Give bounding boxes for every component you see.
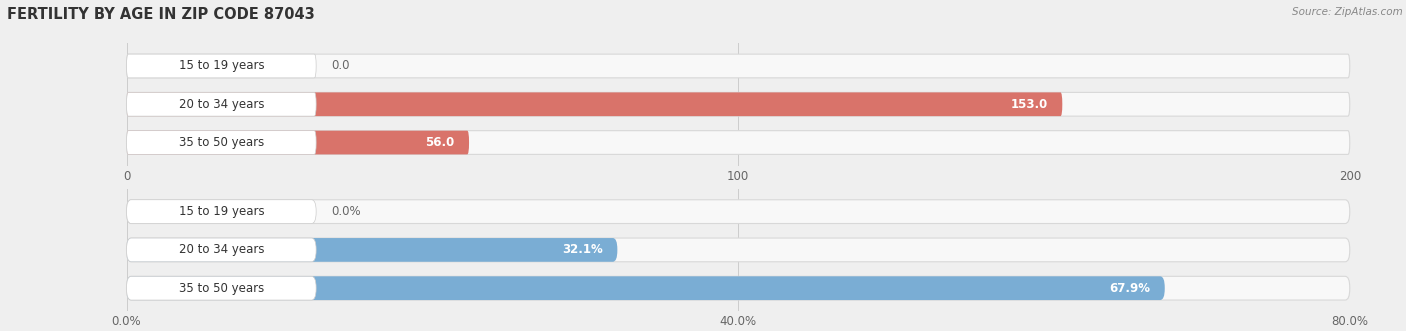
Text: Source: ZipAtlas.com: Source: ZipAtlas.com: [1292, 7, 1403, 17]
FancyBboxPatch shape: [127, 92, 1350, 116]
FancyBboxPatch shape: [127, 276, 1164, 300]
Text: 0.0%: 0.0%: [330, 205, 360, 218]
FancyBboxPatch shape: [127, 92, 316, 116]
FancyBboxPatch shape: [127, 92, 1063, 116]
FancyBboxPatch shape: [127, 131, 316, 154]
Text: 20 to 34 years: 20 to 34 years: [179, 243, 264, 257]
FancyBboxPatch shape: [127, 276, 316, 300]
FancyBboxPatch shape: [127, 54, 316, 78]
FancyBboxPatch shape: [127, 238, 316, 262]
FancyBboxPatch shape: [127, 54, 1350, 78]
FancyBboxPatch shape: [127, 238, 1350, 262]
Text: 67.9%: 67.9%: [1109, 282, 1150, 295]
FancyBboxPatch shape: [127, 200, 1350, 223]
Text: 56.0: 56.0: [425, 136, 454, 149]
Text: 15 to 19 years: 15 to 19 years: [179, 205, 264, 218]
Text: 32.1%: 32.1%: [562, 243, 603, 257]
Text: 20 to 34 years: 20 to 34 years: [179, 98, 264, 111]
FancyBboxPatch shape: [127, 131, 470, 154]
Text: 35 to 50 years: 35 to 50 years: [179, 136, 264, 149]
Text: 153.0: 153.0: [1011, 98, 1047, 111]
Text: FERTILITY BY AGE IN ZIP CODE 87043: FERTILITY BY AGE IN ZIP CODE 87043: [7, 7, 315, 22]
Text: 15 to 19 years: 15 to 19 years: [179, 60, 264, 72]
FancyBboxPatch shape: [127, 238, 617, 262]
Text: 35 to 50 years: 35 to 50 years: [179, 282, 264, 295]
FancyBboxPatch shape: [127, 131, 1350, 154]
FancyBboxPatch shape: [127, 276, 1350, 300]
FancyBboxPatch shape: [127, 200, 316, 223]
Text: 0.0: 0.0: [330, 60, 349, 72]
